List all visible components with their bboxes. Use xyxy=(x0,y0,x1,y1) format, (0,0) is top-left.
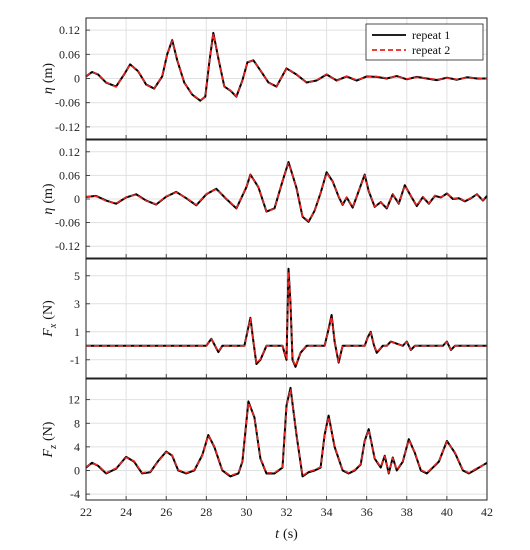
y-tick-label: 1 xyxy=(74,325,80,339)
y-axis-label: η(m) xyxy=(41,183,56,215)
y-tick-label: -0.12 xyxy=(55,120,80,134)
panel-2: -0.12 -0.06 0 0.06 0.12 η(m) xyxy=(41,139,488,259)
x-tick-label: 36 xyxy=(361,505,373,519)
y-tick-label: 4 xyxy=(74,440,80,454)
legend-label-repeat-2: repeat 2 xyxy=(412,43,450,57)
y-tick-label: -0.12 xyxy=(55,239,80,253)
y-tick-label: 3 xyxy=(74,297,80,311)
x-tick-label: 26 xyxy=(160,505,172,519)
panel-3: -1 1 3 5 Fx(N) xyxy=(41,258,488,379)
y-tick-label: -0.06 xyxy=(55,216,80,230)
series-line-repeat-2 xyxy=(86,270,487,367)
series-line-repeat-2 xyxy=(85,32,488,102)
x-tick-label: 32 xyxy=(281,505,293,519)
legend-box xyxy=(365,23,484,61)
x-tick-label: 38 xyxy=(401,505,413,519)
y-tick-label: 0 xyxy=(74,463,80,477)
y-tick-label: 0.06 xyxy=(59,168,80,182)
y-tick-label: -1 xyxy=(70,353,80,367)
x-tick-label: 40 xyxy=(441,505,453,519)
y-tick-label: -4 xyxy=(70,487,80,501)
x-tick-label: 28 xyxy=(200,505,212,519)
x-tick-label: 24 xyxy=(120,505,132,519)
axes-box xyxy=(85,17,488,140)
y-tick-label: 0.12 xyxy=(59,145,80,159)
y-tick-label: 5 xyxy=(74,269,80,283)
y-tick-label: 0 xyxy=(74,192,80,206)
x-tick-label: 30 xyxy=(240,505,252,519)
y-axis-label: Fz(N) xyxy=(41,421,59,458)
y-tick-label: 12 xyxy=(68,393,80,407)
x-tick-label: 42 xyxy=(481,505,493,519)
x-tick-label: 22 xyxy=(80,505,92,519)
series-line-repeat-2 xyxy=(85,388,488,477)
y-tick-label: 0.12 xyxy=(59,23,80,37)
x-tick-label: 34 xyxy=(321,505,333,519)
y-tick-label: -0.06 xyxy=(55,96,80,110)
y-tick-label: 0.06 xyxy=(59,47,80,61)
axes-box xyxy=(85,139,488,259)
axes-box xyxy=(85,378,488,501)
series-line-repeat-1 xyxy=(85,161,488,223)
panel-4: -4 0 4 8 12 Fz(N) 22 24 26 28 30 32 34 36 38 40 42 xyxy=(41,378,493,519)
x-axis-label: t (s) xyxy=(275,527,298,542)
y-axis-label: Fx(N) xyxy=(41,300,59,338)
y-tick-label: 0 xyxy=(74,72,80,86)
axes-box xyxy=(85,258,488,379)
y-tick-label: 8 xyxy=(74,416,80,430)
legend-label-repeat-1: repeat 1 xyxy=(412,28,450,42)
y-axis-label: η(m) xyxy=(41,63,56,95)
